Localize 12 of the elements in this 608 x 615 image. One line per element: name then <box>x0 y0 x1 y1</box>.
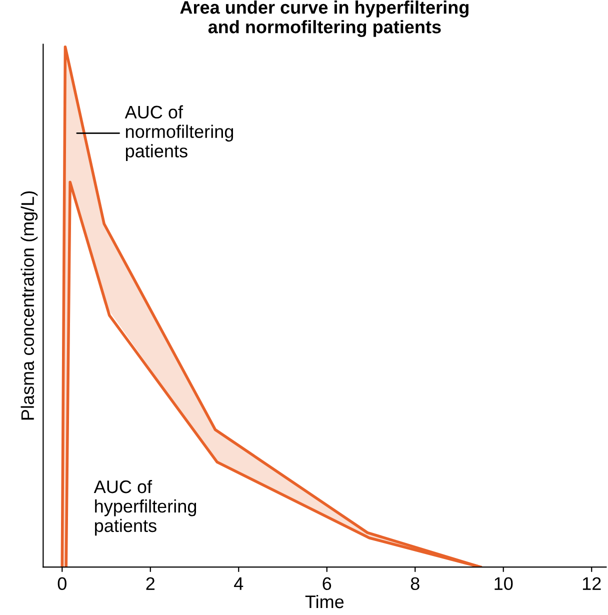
x-tick-label: 4 <box>234 577 244 590</box>
x-tick-label: 10 <box>494 577 513 590</box>
annotation: AUC of hyperfiltering patients <box>94 480 196 536</box>
x-tick-label: 2 <box>146 577 154 590</box>
chart-title: Area under curve in hyperfiltering and normofiltering patients <box>180 0 468 37</box>
x-tick-label: 0 <box>58 577 66 590</box>
annotation: AUC of normofiltering patients <box>124 105 234 162</box>
x-tick-label: 8 <box>410 577 420 590</box>
x-tick-label: 12 <box>582 577 601 590</box>
x-axis-title: Time <box>305 594 344 608</box>
y-axis-title: Plasma concentration (mg/L) <box>20 191 38 420</box>
x-tick-label: 6 <box>322 577 332 590</box>
